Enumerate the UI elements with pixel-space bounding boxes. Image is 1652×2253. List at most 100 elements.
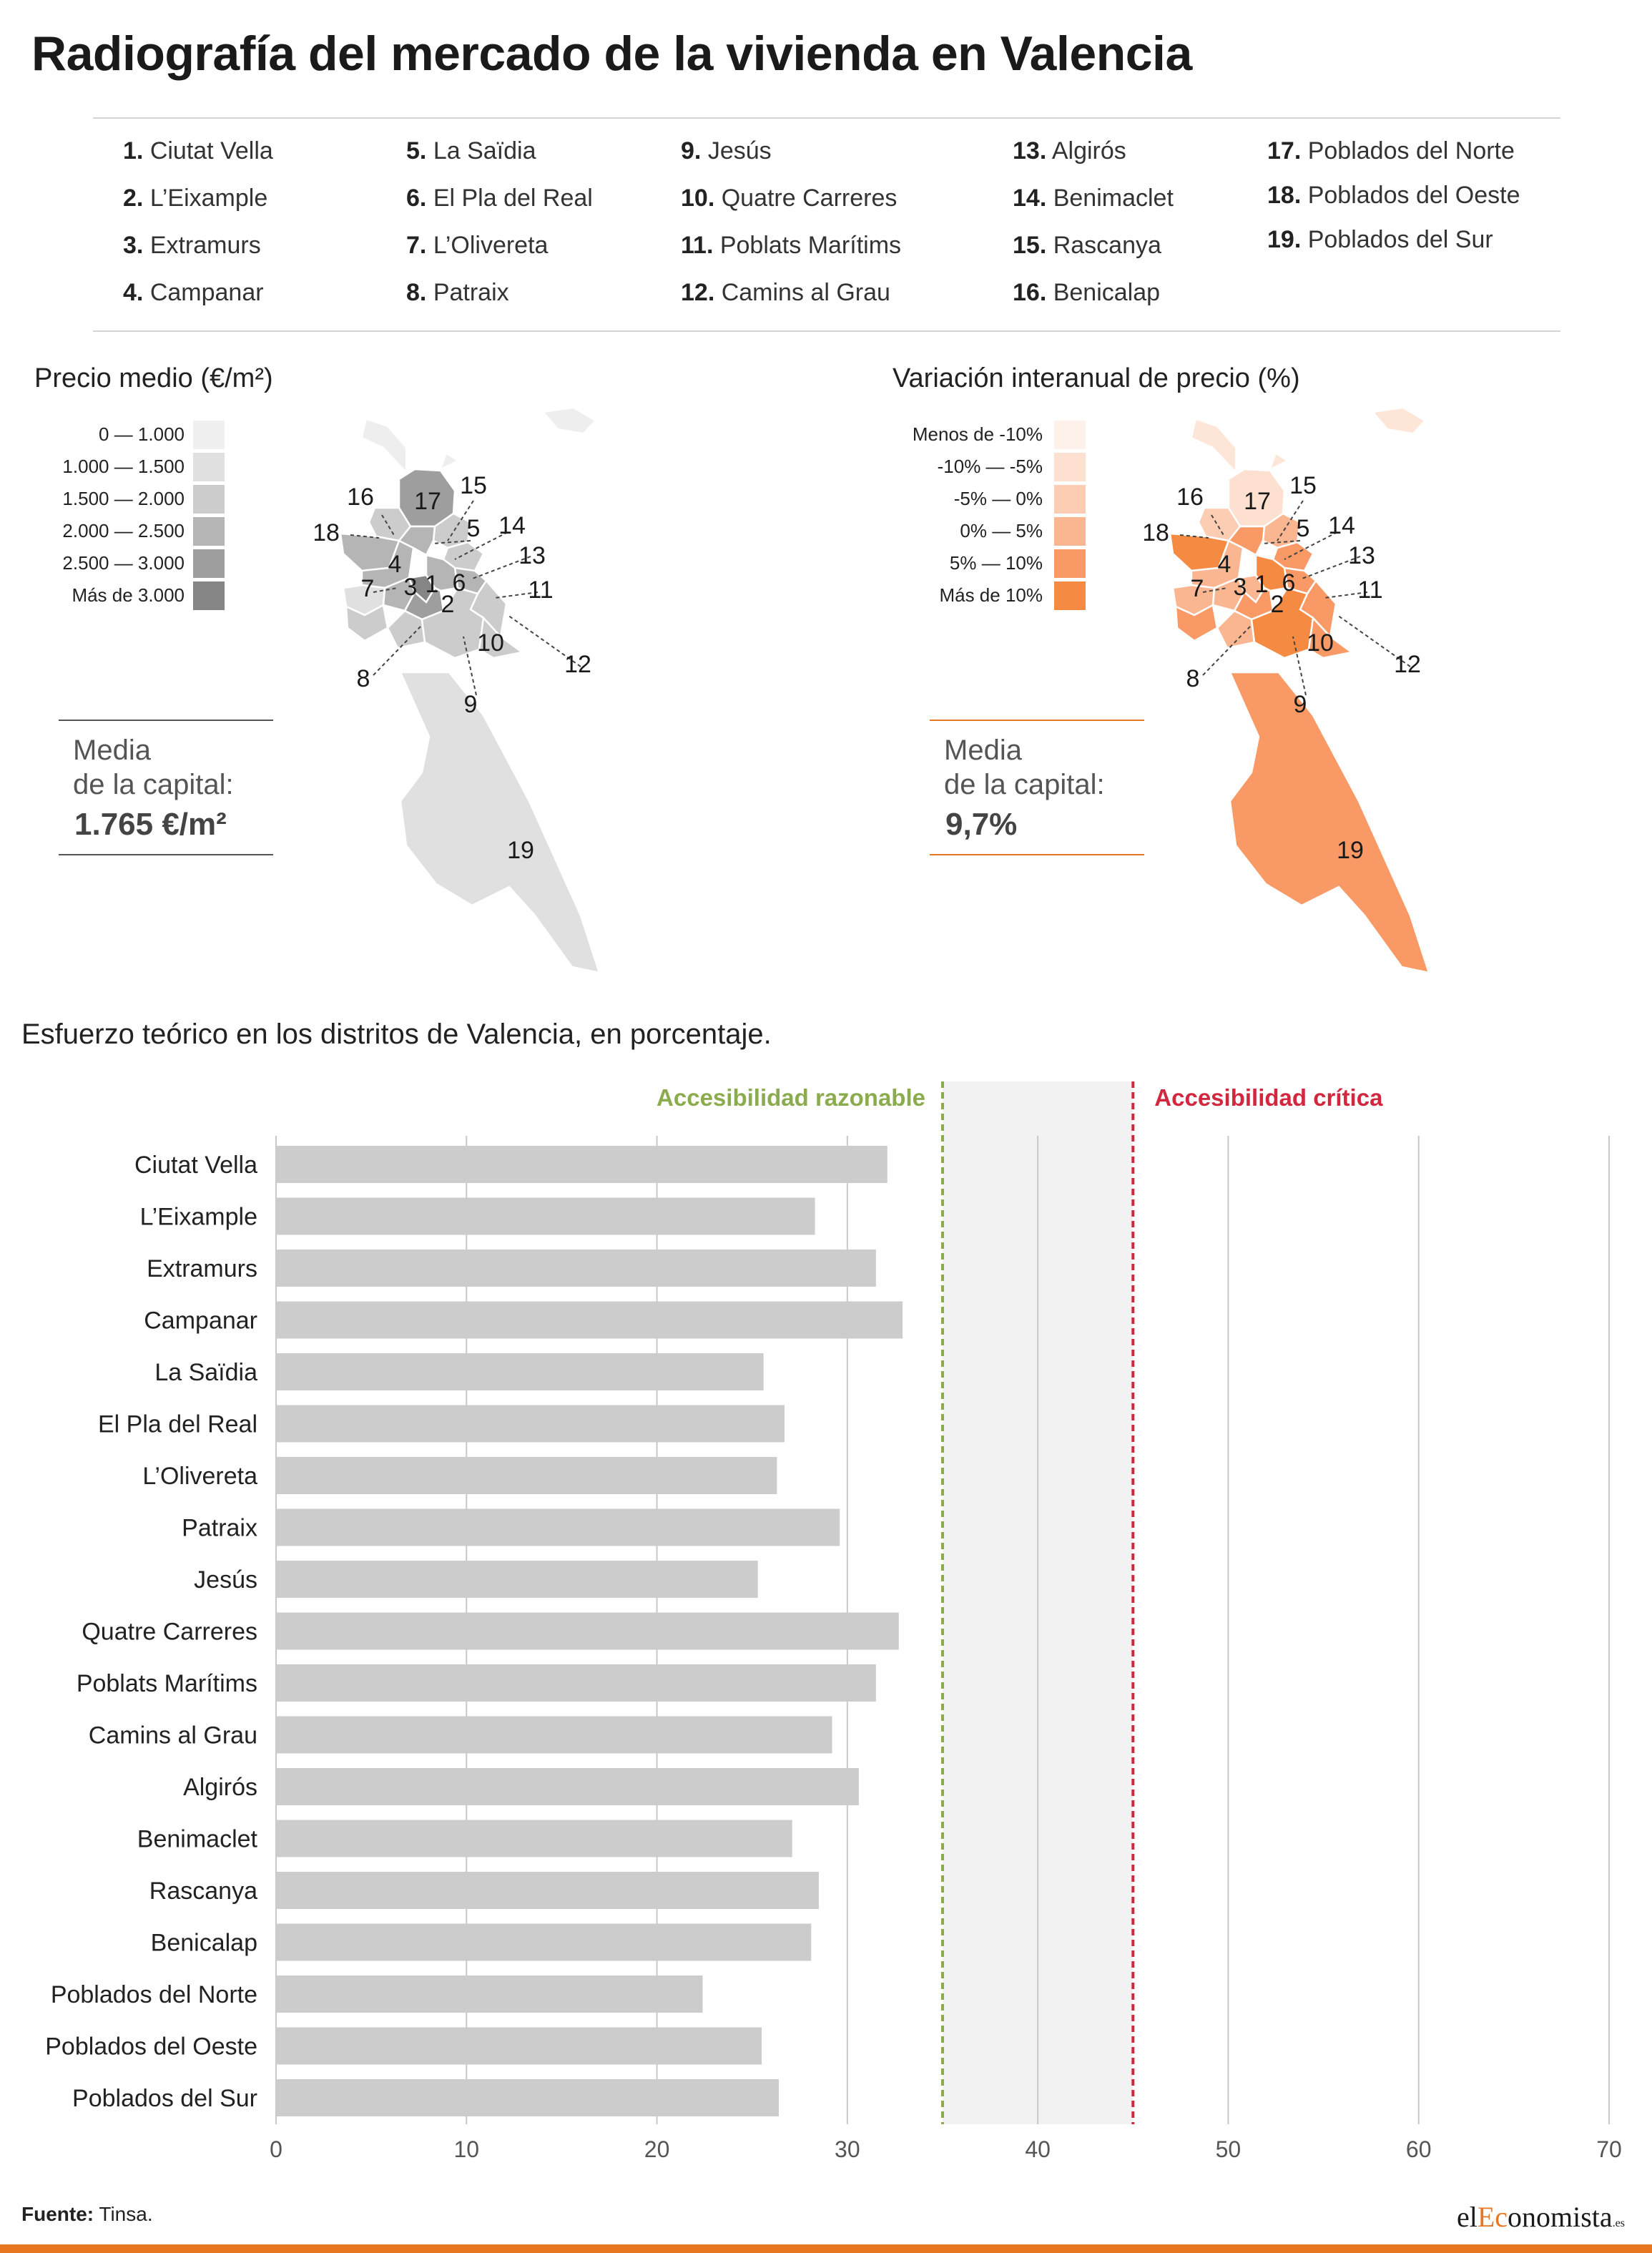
map-outlying-area <box>1372 406 1426 435</box>
district-number-label: 8 <box>1186 665 1200 692</box>
bar <box>276 1457 777 1494</box>
district-number: 9. <box>681 137 702 165</box>
district-number: 6. <box>406 185 427 212</box>
district-number-label: 4 <box>388 551 402 578</box>
x-tick-label: 60 <box>1406 2136 1432 2162</box>
map-outlying-area <box>360 418 407 474</box>
district-number-label: 2 <box>1271 591 1284 618</box>
bar <box>276 1664 876 1702</box>
district-number: 8. <box>406 279 427 306</box>
district-number-label: 1 <box>426 571 439 598</box>
district-legend-item: 18. Poblados del Oeste <box>1267 182 1520 210</box>
media-label-2: de la capital: <box>944 769 1105 800</box>
bar <box>276 1716 832 1754</box>
chart-title: Esfuerzo teórico en los distritos de Val… <box>21 1018 772 1050</box>
district-number: 11. <box>681 232 714 259</box>
bar <box>276 1923 812 1961</box>
district-number-label: 13 <box>1348 542 1375 569</box>
district-number-label: 10 <box>477 629 504 657</box>
x-tick-label: 20 <box>644 2136 670 2162</box>
district-region-12 <box>1307 616 1354 659</box>
district-number: 17. <box>1267 137 1302 165</box>
district-number-label: 7 <box>361 575 375 602</box>
district-number-label: 1 <box>1255 571 1269 598</box>
district-number-label: 12 <box>564 651 591 678</box>
district-name: Extramurs <box>149 232 261 259</box>
media-top-line <box>59 720 273 721</box>
district-leader-line <box>1261 540 1301 544</box>
category-label: Poblados del Sur <box>72 2085 257 2112</box>
district-number-label: 17 <box>1244 488 1271 515</box>
district-legend-item: 1. Ciutat Vella <box>123 137 273 165</box>
threshold-label: Accesibilidad crítica <box>1154 1084 1383 1111</box>
district-number: 5. <box>406 137 427 165</box>
scale-swatch <box>1054 453 1086 481</box>
district-number-label: 17 <box>414 488 441 515</box>
district-legend-item: 5. La Saïdia <box>406 137 536 165</box>
district-legend-item: 8. Patraix <box>406 279 509 307</box>
category-label: Benicalap <box>151 1930 257 1957</box>
district-number: 14. <box>1013 185 1047 212</box>
district-number-label: 10 <box>1307 629 1334 657</box>
page-title: Radiografía del mercado de la vivienda e… <box>31 26 1192 81</box>
source-label: Fuente: <box>21 2203 94 2225</box>
x-tick-label: 40 <box>1025 2136 1051 2162</box>
scale-swatch <box>193 485 225 514</box>
district-name: Benimaclet <box>1053 185 1174 212</box>
district-legend-item: 19. Poblados del Sur <box>1267 226 1493 254</box>
scale-label: 0 — 1.000 <box>99 423 185 445</box>
district-legend-item: 7. L’Olivereta <box>406 232 548 260</box>
x-tick-label: 50 <box>1216 2136 1242 2162</box>
scale-label: 5% — 10% <box>949 552 1043 574</box>
category-label: L’Olivereta <box>142 1463 257 1490</box>
bar <box>276 1768 859 1805</box>
logo-part-pre: el <box>1456 2201 1478 2233</box>
district-number-label: 8 <box>357 665 370 692</box>
bar <box>276 1250 876 1287</box>
scale-swatch <box>1054 485 1086 514</box>
district-legend-item: 4. Campanar <box>123 279 264 307</box>
bar-chart: Ciutat Vella L’Eixample Extramurs Campanar L… <box>45 1081 1622 2162</box>
x-tick-label: 10 <box>453 2136 479 2162</box>
district-number-label: 15 <box>1289 472 1317 499</box>
district-name: Poblados del Sur <box>1307 226 1493 253</box>
district-leader-line <box>350 534 380 539</box>
bar <box>276 1405 785 1443</box>
district-name: Poblados del Norte <box>1307 137 1515 165</box>
media-label-1: Media <box>73 735 151 766</box>
x-tick-label: 30 <box>835 2136 860 2162</box>
bar <box>276 1146 888 1183</box>
x-tick-label: 0 <box>270 2136 282 2162</box>
district-number-label: 11 <box>1357 576 1382 604</box>
divider-bottom <box>93 330 1560 332</box>
divider-top <box>93 117 1560 119</box>
district-name: Jesús <box>707 137 772 165</box>
brand-logo: elEconomista.es <box>1457 2200 1625 2234</box>
district-leader-line <box>373 626 421 676</box>
district-name: L’Eixample <box>149 185 268 212</box>
scale-label: 1.000 — 1.500 <box>62 456 185 477</box>
district-name: La Saïdia <box>433 137 536 165</box>
district-leader-line <box>431 540 471 544</box>
district-number-label: 13 <box>518 542 546 569</box>
district-region-10 <box>421 586 485 659</box>
district-name: Poblats Marítims <box>719 232 902 259</box>
district-leader-line <box>454 531 508 560</box>
district-number: 12. <box>681 279 715 306</box>
scale-swatch <box>193 581 225 610</box>
district-region-19 <box>1229 671 1430 974</box>
bar <box>276 1872 819 1909</box>
bar <box>276 1975 703 2013</box>
x-tick-label: 70 <box>1596 2136 1622 2162</box>
scale-swatch <box>1054 421 1086 449</box>
media-label-1: Media <box>944 735 1022 766</box>
category-label: Rascanya <box>149 1878 257 1905</box>
district-name: Rascanya <box>1053 232 1161 259</box>
district-name: Quatre Carreres <box>721 185 898 212</box>
district-leader-line <box>373 587 398 593</box>
district-number: 3. <box>123 232 144 259</box>
district-number: 10. <box>681 185 715 212</box>
district-region-12 <box>478 616 525 659</box>
district-legend-item: 3. Extramurs <box>123 232 261 260</box>
logo-part-accent: Ec <box>1477 2201 1508 2233</box>
